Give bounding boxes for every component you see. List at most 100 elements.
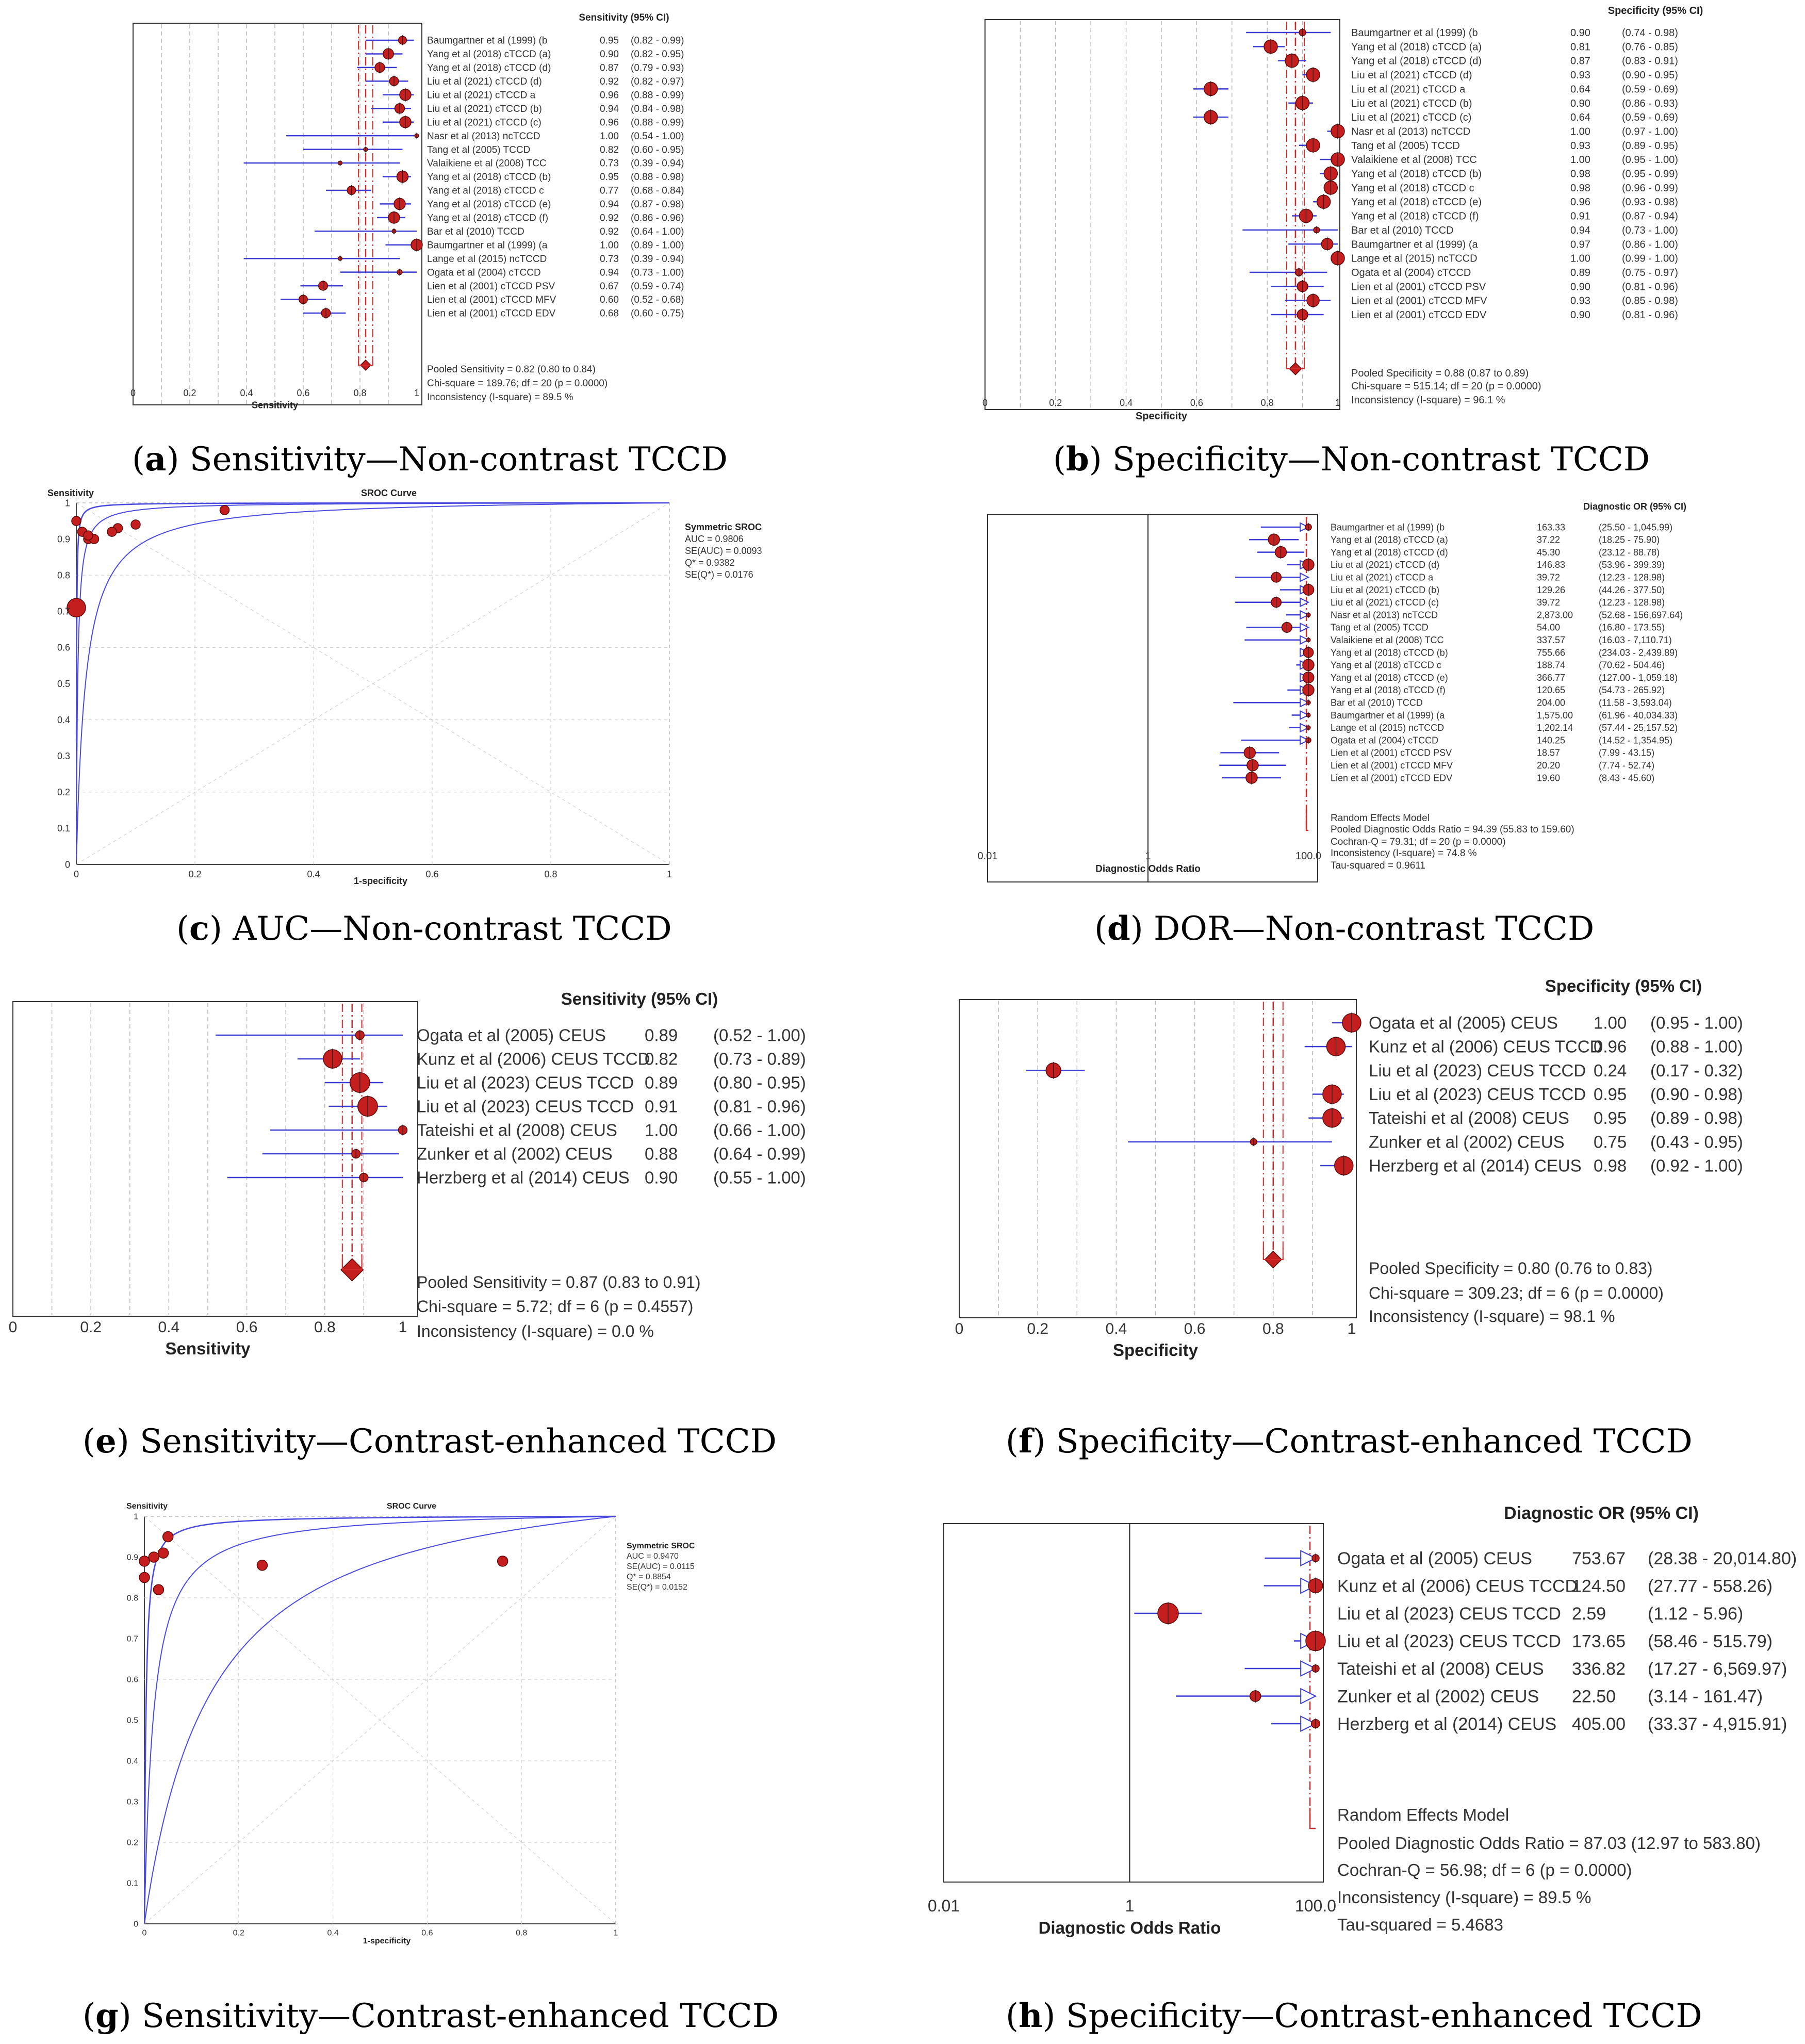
study-estimate: 0.90 (645, 1168, 678, 1187)
study-estimate: 0.93 (1570, 140, 1590, 152)
study-estimate: 0.98 (1594, 1156, 1627, 1175)
study-ci: (0.79 - 0.93) (631, 63, 684, 74)
study-label: Liu et al (2023) CEUS TCCD (1337, 1604, 1561, 1624)
study-estimate: 0.60 (600, 295, 619, 305)
study-label: Lien et al (2001) cTCCD EDV (1351, 309, 1487, 321)
study-ci: (25.50 - 1,045.99) (1599, 522, 1672, 532)
study-ci: (0.39 - 0.94) (631, 158, 684, 169)
study-label: Tateishi et al (2008) CEUS (1337, 1659, 1544, 1679)
study-ci: (0.82 - 0.99) (631, 36, 684, 46)
study-ci: (0.99 - 1.00) (1622, 253, 1678, 265)
study-estimate: 0.73 (600, 254, 619, 265)
study-label: Bar et al (2010) TCCD (1331, 698, 1423, 708)
study-ci: (0.97 - 1.00) (1622, 126, 1678, 137)
study-label: Zunker et al (2002) CEUS (417, 1144, 613, 1164)
axis-tick-label: 1 (1145, 851, 1151, 862)
study-estimate: 0.64 (1570, 112, 1590, 123)
study-label: Lien et al (2001) cTCCD EDV (427, 308, 556, 319)
study-label: Ogata et al (2004) cTCCD (1331, 735, 1438, 745)
study-estimate: 0.95 (1594, 1108, 1627, 1127)
study-estimate: 39.72 (1537, 573, 1560, 583)
study-ci: (0.75 - 0.97) (1622, 267, 1678, 279)
study-estimate: 1.00 (1570, 154, 1590, 166)
study-ci: (0.68 - 0.84) (631, 186, 684, 197)
anti-diagonal-line (76, 502, 670, 865)
study-label: Yang et al (2018) cTCCD (b) (427, 172, 551, 183)
study-label: Lien et al (2001) cTCCD PSV (1351, 281, 1486, 292)
y-tick-label: 0.8 (57, 570, 70, 581)
summary-line: Pooled Sensitivity = 0.87 (0.83 to 0.91) (417, 1273, 701, 1291)
study-ci: (3.14 - 161.47) (1648, 1687, 1763, 1706)
study-estimate: 0.95 (1594, 1085, 1627, 1104)
study-ci: (0.80 - 0.95) (713, 1073, 806, 1092)
study-label: Valaikiene et al (2008) TCC (1351, 154, 1477, 166)
pooled-bracket (341, 1254, 363, 1270)
axis-tick-label: 0.8 (353, 388, 366, 398)
sroc-ci-curve (76, 502, 670, 861)
axis-tick-label: 1 (1335, 398, 1340, 408)
axis-tick-label: 0.2 (183, 388, 196, 398)
axis-tick-label: 1 (399, 1319, 407, 1336)
ci-overflow-arrow (1300, 1549, 1317, 1567)
study-ci: (16.03 - 7,110.71) (1599, 635, 1672, 645)
study-ci: (0.76 - 0.85) (1622, 41, 1678, 53)
summary-line: Pooled Diagnostic Odds Ratio = 87.03 (12… (1337, 1834, 1761, 1853)
study-estimate: 0.96 (1570, 197, 1590, 208)
study-ci: (0.82 - 0.97) (631, 76, 684, 87)
study-label: Kunz et al (2006) CEUS TCCD (1337, 1576, 1578, 1596)
study-label: Yang et al (2018) cTCCD (b) (1331, 647, 1448, 658)
study-estimate: 336.82 (1572, 1659, 1626, 1679)
study-label: Valaikiene et al (2008) TCC (1331, 635, 1443, 645)
study-estimate: 0.90 (1570, 27, 1590, 39)
y-tick-label: 1 (134, 1513, 138, 1522)
study-estimate: 120.65 (1537, 685, 1565, 695)
legend-line: Symmetric SROC (627, 1542, 695, 1550)
study-ci: (14.52 - 1,354.95) (1599, 735, 1672, 745)
study-estimate: 0.94 (1570, 225, 1590, 236)
study-label: Liu et al (2021) cTCCD (d) (1331, 560, 1439, 570)
summary-line: Tau-squared = 5.4683 (1337, 1915, 1503, 1934)
study-label: Liu et al (2021) cTCCD (b) (427, 104, 542, 115)
caption-e: (e) Sensitivity—Contrast-enhanced TCCD (83, 1422, 777, 1461)
study-ci: (0.54 - 1.00) (631, 131, 684, 142)
pooled-bracket (1262, 1248, 1284, 1260)
study-ci: (0.90 - 0.98) (1650, 1085, 1743, 1104)
study-estimate: 140.25 (1537, 735, 1565, 745)
sroc-ci-curve (144, 1516, 616, 1920)
study-ci: (0.95 - 0.99) (1622, 169, 1678, 180)
study-ci: (0.73 - 0.89) (713, 1050, 806, 1069)
study-label: Baumgartner et al (1999) (a (427, 240, 548, 251)
axis-tick-label: 0.01 (978, 851, 998, 862)
study-estimate: 0.93 (1570, 296, 1590, 307)
study-estimate: 0.77 (600, 186, 619, 197)
column-header: Diagnostic OR (95% CI) (1504, 1503, 1699, 1523)
sroc-ci-curve (76, 502, 669, 837)
anti-diagonal-line (144, 1516, 616, 1924)
legend-line: SE(AUC) = 0.0115 (627, 1562, 695, 1571)
summary-line: Tau-squared = 0.9611 (1331, 860, 1425, 871)
panel-h-dor-forest: Diagnostic OR (95% CI) Ogata et al (2005)… (928, 1503, 1797, 1937)
study-label: Liu et al (2023) CEUS TCCD (417, 1073, 634, 1092)
study-ci: (7.99 - 43.15) (1599, 748, 1654, 758)
legend-line: Q* = 0.8854 (627, 1573, 671, 1581)
study-label: Baumgartner et al (1999) (b (1331, 522, 1445, 532)
x-tick-label: 1 (614, 1928, 618, 1937)
axis-tick-label: 0.6 (1190, 398, 1203, 408)
study-label: Lien et al (2001) cTCCD PSV (1331, 748, 1452, 758)
study-ci: (0.55 - 1.00) (713, 1168, 806, 1187)
study-label: Baumgartner et al (1999) (a (1351, 239, 1479, 250)
study-label: Nasr et al (2013) ncTCCD (1331, 610, 1438, 620)
study-label: Baumgartner et al (1999) (b (427, 36, 547, 46)
study-label: Tang et al (2005) TCCD (1331, 623, 1429, 633)
x-axis-label: Diagnostic Odds Ratio (1095, 864, 1201, 875)
study-label: Lange et al (2015) ncTCCD (1331, 723, 1444, 733)
axis-tick-label: 1 (1348, 1320, 1356, 1337)
study-label: Nasr et al (2013) ncTCCD (427, 131, 540, 142)
study-estimate: 146.83 (1537, 560, 1565, 570)
study-label: Liu et al (2021) cTCCD (c) (427, 117, 542, 128)
study-label: Yang et al (2018) cTCCD (f) (1331, 685, 1446, 695)
study-estimate: 0.92 (600, 76, 619, 87)
y-tick-label: 0.9 (57, 534, 70, 544)
study-estimate: 753.67 (1572, 1549, 1626, 1568)
study-ci: (0.43 - 0.95) (1650, 1132, 1743, 1151)
